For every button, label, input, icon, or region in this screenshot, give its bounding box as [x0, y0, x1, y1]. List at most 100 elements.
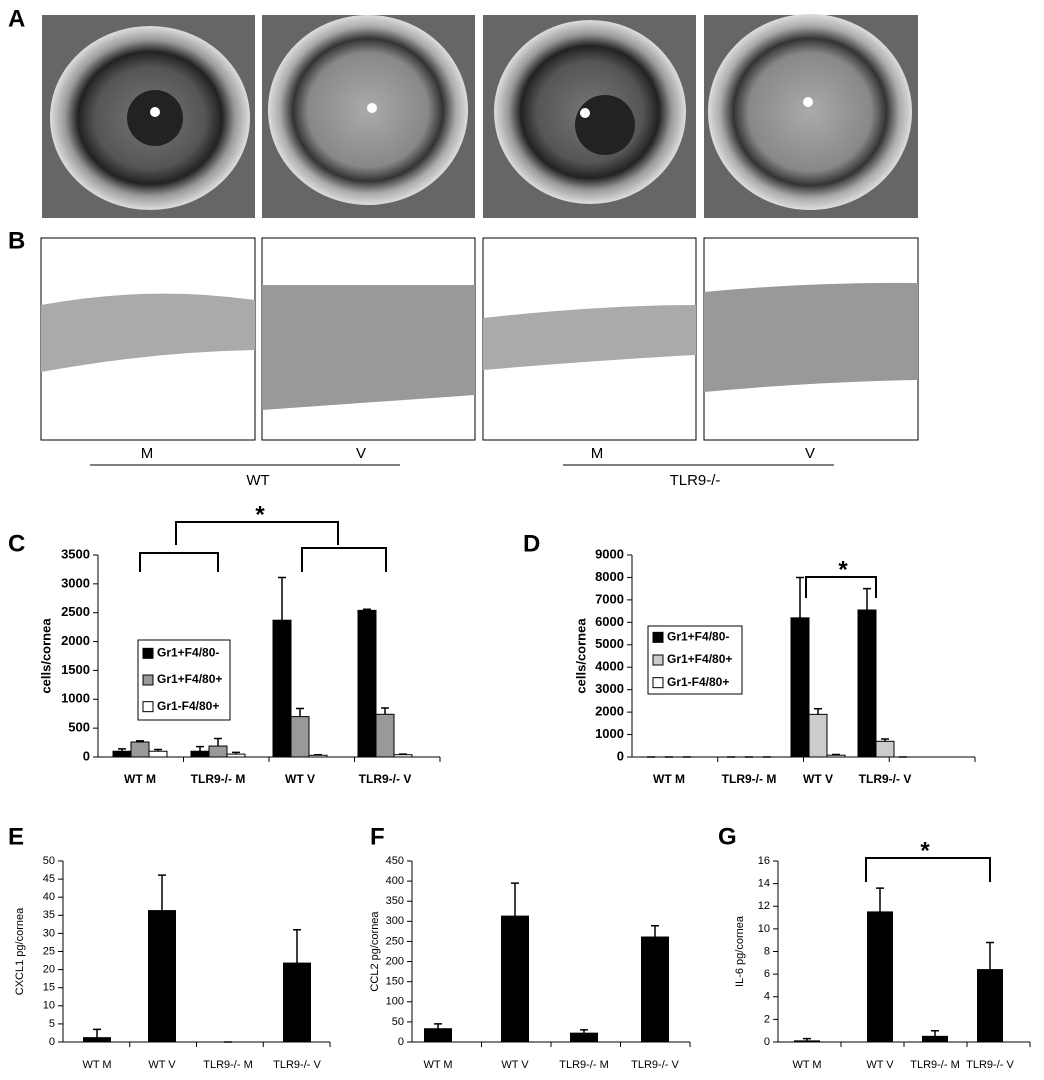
legend-label: Gr1+F4/80-	[157, 646, 219, 660]
y-tick-label: 8	[764, 945, 770, 957]
y-tick-label: 5	[49, 1018, 55, 1030]
x-tick-label: TLR9-/- M	[191, 772, 246, 786]
bar	[148, 750, 168, 758]
bar	[641, 936, 669, 1043]
x-tick-label: WT V	[285, 772, 315, 786]
error-bar	[580, 1029, 588, 1034]
panel-label: E	[8, 823, 24, 850]
group-label: TLR9-/-	[670, 472, 721, 489]
x-tick-label: TLR9-/- M	[722, 772, 777, 786]
reflection	[580, 108, 590, 118]
y-tick-label: 2500	[61, 604, 90, 619]
x-tick-label: TLR9-/- V	[273, 1059, 321, 1071]
panel-label: C	[8, 530, 25, 557]
bar	[290, 716, 310, 758]
y-tick-label: 1500	[61, 662, 90, 677]
bar	[283, 962, 311, 1043]
bar	[790, 617, 810, 758]
y-tick-label: 20	[43, 964, 55, 976]
eye	[708, 14, 912, 210]
y-axis-label: cells/cornea	[38, 618, 53, 694]
bar	[826, 754, 846, 758]
y-axis-label: CXCL1 pg/cornea	[14, 907, 26, 995]
y-tick-label: 0	[764, 1036, 770, 1048]
legend-swatch	[652, 631, 664, 643]
reflection	[803, 97, 813, 107]
error-bar	[881, 738, 889, 742]
y-tick-label: 10	[758, 923, 770, 935]
y-tick-label: 400	[386, 875, 404, 887]
legend-label: Gr1-F4/80+	[157, 699, 219, 713]
y-tick-label: 7000	[595, 591, 624, 606]
error-bar	[381, 707, 389, 715]
y-tick-label: 2	[764, 1013, 770, 1025]
y-tick-label: 6000	[595, 614, 624, 629]
reflection	[150, 107, 160, 117]
y-tick-label: 16	[758, 855, 770, 867]
group-label: WT	[246, 472, 269, 489]
bar	[226, 753, 246, 758]
x-tick-label: WT V	[501, 1059, 529, 1071]
pupil	[127, 90, 183, 146]
bar	[112, 750, 132, 758]
bar	[867, 911, 893, 1043]
x-tick-label: TLR9-/- M	[559, 1059, 609, 1071]
bar	[190, 750, 210, 758]
y-tick-label: 25	[43, 945, 55, 957]
y-tick-label: 14	[758, 878, 770, 890]
error-bar	[293, 929, 301, 964]
condition-label: V	[805, 445, 815, 462]
error-bar	[651, 925, 659, 938]
legend-label: Gr1-F4/80+	[667, 675, 729, 689]
legend-label: Gr1+F4/80+	[667, 652, 732, 666]
error-bar	[986, 941, 994, 970]
tissue	[262, 285, 475, 410]
error-bar	[796, 576, 804, 618]
legend-swatch	[142, 647, 154, 659]
chart: E CXCL1 pg/cornea 0 5 10 15 20 25 30 35 40 45 50 WT M…	[8, 823, 331, 1071]
y-tick-label: 350	[386, 895, 404, 907]
bar	[130, 741, 150, 758]
chart: F CCL2 pg/cornea 0 50 100 150 200 250 300 350 400 4…	[369, 823, 691, 1071]
y-tick-label: 2000	[595, 704, 624, 719]
y-tick-label: 450	[386, 855, 404, 867]
y-tick-label: 50	[43, 855, 55, 867]
error-bar	[278, 576, 286, 621]
y-tick-label: 12	[758, 900, 770, 912]
bar	[570, 1032, 598, 1043]
error-bar	[814, 707, 822, 715]
y-tick-label: 50	[392, 1016, 404, 1028]
bar	[375, 713, 395, 758]
x-tick-label: WT M	[124, 772, 156, 786]
bar	[208, 745, 228, 758]
legend-swatch	[142, 674, 154, 686]
x-tick-label: TLR9-/- M	[203, 1059, 253, 1071]
condition-label: M	[141, 445, 154, 462]
pupil	[575, 95, 635, 155]
y-tick-label: 0	[398, 1036, 404, 1048]
x-tick-label: WT M	[653, 772, 685, 786]
y-tick-label: 45	[43, 873, 55, 885]
error-bar	[832, 753, 840, 756]
y-axis-label: CCL2 pg/cornea	[369, 911, 381, 992]
y-tick-label: 10	[43, 1000, 55, 1012]
error-bar	[154, 748, 162, 752]
bar	[148, 910, 176, 1043]
error-bar	[296, 707, 304, 717]
y-axis-label: cells/cornea	[573, 618, 588, 694]
bar	[808, 713, 828, 758]
y-tick-label: 5000	[595, 636, 624, 651]
significance-bracket	[139, 552, 219, 572]
error-bar	[876, 887, 884, 912]
bar	[875, 740, 895, 758]
x-tick-label: WT M	[792, 1059, 821, 1071]
error-bar	[863, 587, 871, 610]
tissue	[41, 293, 255, 372]
error-bar	[314, 753, 322, 756]
reflection	[367, 103, 377, 113]
y-tick-label: 300	[386, 915, 404, 927]
x-tick-label: WT V	[803, 772, 833, 786]
